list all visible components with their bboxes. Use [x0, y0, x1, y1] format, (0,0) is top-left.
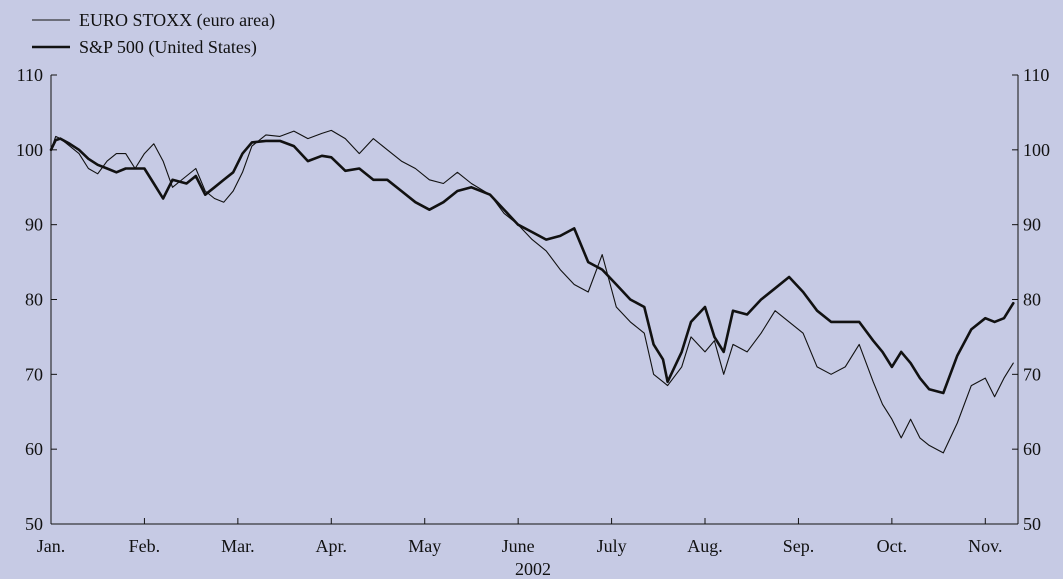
y-tick-label-right: 50 — [1023, 514, 1041, 534]
y-tick-label-right: 110 — [1023, 65, 1049, 85]
y-tick-label-right: 100 — [1023, 140, 1050, 160]
x-tick-label: Mar. — [221, 536, 255, 556]
y-tick-label-left: 90 — [25, 215, 43, 235]
legend-label-sp500: S&P 500 (United States) — [79, 37, 257, 58]
x-axis: Jan. Feb. Mar. Apr. May June July Aug. Sep. Oct. N… — [37, 518, 1002, 556]
series-lines — [49, 129, 1015, 454]
y-axis-left: 50 60 70 80 90 100 110 — [16, 65, 57, 534]
x-tick-label: Oct. — [877, 536, 908, 556]
y-tick-label-left: 50 — [25, 514, 43, 534]
x-tick-label: Nov. — [968, 536, 1002, 556]
x-axis-title: 2002 — [515, 559, 551, 579]
x-tick-label: July — [597, 536, 627, 556]
x-tick-label: Apr. — [316, 536, 348, 556]
legend: EURO STOXX (euro area) S&P 500 (United S… — [32, 10, 275, 58]
x-tick-label: Feb. — [129, 536, 161, 556]
x-tick-label: Jan. — [37, 536, 66, 556]
x-tick-label: Sep. — [783, 536, 815, 556]
y-tick-label-left: 80 — [25, 290, 43, 310]
y-tick-label-right: 80 — [1023, 290, 1041, 310]
y-tick-label-right: 70 — [1023, 364, 1041, 384]
y-tick-label-left: 100 — [16, 140, 43, 160]
x-tick-label: Aug. — [687, 536, 723, 556]
y-axis-right: 50 60 70 80 90 100 110 — [1012, 65, 1050, 534]
y-tick-label-left: 110 — [17, 65, 43, 85]
x-tick-label: June — [502, 536, 535, 556]
y-tick-label-left: 70 — [25, 364, 43, 384]
series-line-sp500 — [49, 137, 1015, 395]
y-tick-label-right: 90 — [1023, 215, 1041, 235]
x-tick-label: May — [408, 536, 441, 556]
legend-label-euro-stoxx: EURO STOXX (euro area) — [79, 10, 275, 31]
y-tick-label-left: 60 — [25, 439, 43, 459]
y-tick-label-right: 60 — [1023, 439, 1041, 459]
